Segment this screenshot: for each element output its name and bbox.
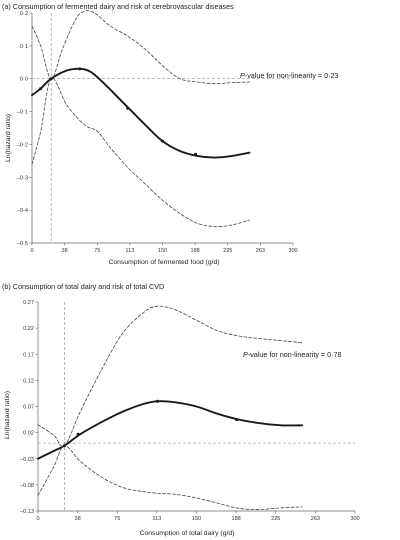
panel-a-knot-marker [161,139,164,143]
panel-b: (b) Consumption of total dairy and risk … [2,282,360,537]
panel-a-x-tick-label: 150 [158,248,167,254]
panel-b-pvalue-annotation: P-value for non-linearity = 0·78 [243,350,341,359]
panel-b-x-tick-label: 0 [36,516,39,522]
panel-a-y-axis-label: Ln(hazard ratio) [5,114,12,162]
panel-b-y-tick-label: 0.17 [23,352,34,358]
panel-b-knot-marker [62,444,66,448]
panel-b-title: (b) Consumption of total dairy and risk … [2,282,164,291]
panel-b-x-tick-label: 75 [114,516,120,522]
panel-a-x-tick-label: 113 [125,248,134,254]
panel-b-x-tick-label: 263 [311,516,320,522]
panel-a-y-tick-label: 0·2 [20,11,28,17]
panel-a-y-tick-label: –0·2 [17,142,28,148]
panel-a-x-tick-label: 263 [256,248,265,254]
panel-b-y-tick-label: –0.08 [20,483,34,489]
panel-a-y-tick-label: –0·3 [17,175,28,181]
panel-b-pvalue-text: -value for non-linearity = 0·78 [248,350,342,359]
panel-a-pvalue-annotation: P-value for non-linearity = 0·23 [240,71,338,80]
panel-a-y-tick-label: –0·5 [17,241,28,247]
panel-a-knot-marker [78,67,82,71]
panel-a-y-tick-label: –0·4 [17,208,28,214]
panel-a-x-axis-label: Consumption of fermented food (g/d) [108,259,219,266]
panel-a-x-tick-label: 225 [223,248,232,254]
panel-b-y-tick-label: 0.07 [23,405,34,411]
panel-a: (a) Consumption of fermented dairy and r… [2,2,338,266]
panel-a-y-tick-label: 0·1 [20,44,28,50]
panel-b-y-tick-label: 0.12 [23,378,34,384]
panel-b-x-tick-label: 113 [152,516,161,522]
panel-b-estimate-curve [37,400,304,460]
panel-a-y-tick-label: –0·1 [17,110,28,116]
panel-b-pvalue-prefix: P [243,350,248,359]
panel-b-x-tick-label: 300 [350,516,359,522]
panel-a-lower-ci-curve [31,77,250,228]
panel-a-x-tick-label: 75 [94,248,100,254]
panel-a-pvalue-prefix: P [240,71,245,80]
panel-b-x-tick-label: 38 [75,516,81,522]
panel-a-pvalue-text: -value for non-linearity = 0·23 [245,71,339,80]
panel-a-knot-marker [39,87,43,91]
panel-a-x-tick-label: 38 [62,248,68,254]
panel-b-y-tick-label: –0.03 [20,457,34,463]
panel-a-y-tick-label: 0·0 [20,77,28,83]
panel-b-lower-ci-curve [37,445,303,510]
panel-b-upper-ci-curve [37,305,303,447]
panel-b-knot-marker [235,418,239,422]
panel-b-y-axis-label: Ln(hazard ratio) [4,391,11,439]
panel-b-x-tick-label: 150 [192,516,201,522]
panel-a-x-tick-label: 0 [30,248,33,254]
panel-b-y-tick-label: –0.13 [20,509,34,515]
panel-b-x-tick-label: 188 [231,516,240,522]
panel-a-knot-marker [126,106,130,110]
panel-a-upper-ci-curve [31,10,250,85]
panel-b-y-tick-label: 0.02 [23,431,34,437]
panel-a-x-tick-label: 300 [288,248,297,254]
panel-b-x-tick-label: 225 [271,516,280,522]
panel-a-estimate-curve [31,67,251,159]
panel-b-x-axis-label: Consumption of total dairy (g/d) [140,530,235,537]
panel-b-knot-marker [155,399,159,403]
panel-a-title: (a) Consumption of fermented dairy and r… [2,2,234,11]
panel-b-y-tick-label: 0.27 [23,300,34,306]
panel-a-knot-marker [194,152,198,156]
panel-b-knot-marker [76,432,80,436]
panel-a-x-tick-label: 188 [190,248,199,254]
panel-b-y-tick-label: 0.22 [23,326,34,332]
panel-a-knot-marker [49,77,53,81]
